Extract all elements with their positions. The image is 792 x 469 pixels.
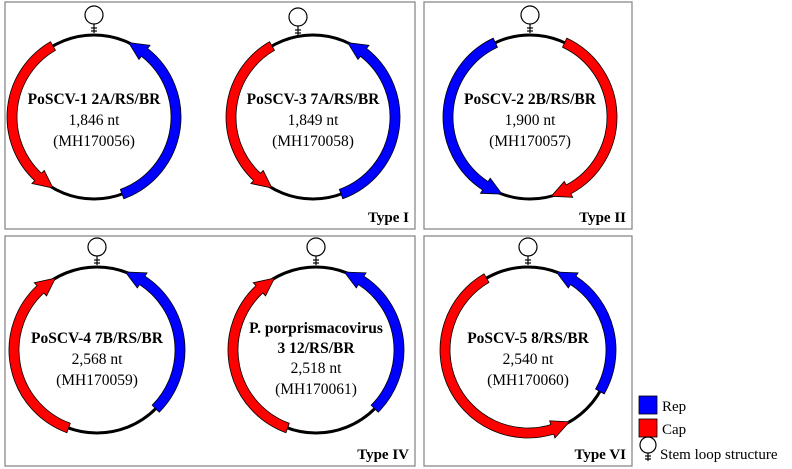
cap-orf-arrow — [6, 41, 57, 189]
rep-orf-arrow — [124, 271, 186, 413]
stem-loop-icon — [87, 237, 107, 265]
rep-orf-arrow — [555, 271, 617, 395]
type-label: Type VI — [574, 447, 626, 463]
genome-length: 1,900 nt — [505, 112, 557, 129]
type-label: Type I — [368, 210, 409, 226]
genome-name: PoSCV-4 7B/RS/BR — [31, 330, 164, 347]
genome-accession: (MH170059) — [56, 372, 138, 389]
stem-loop-icon — [306, 237, 326, 265]
cap-orf-arrow — [225, 41, 276, 189]
rep-orf-arrow — [343, 271, 405, 413]
panel-type-4 — [4, 235, 416, 467]
rep-orf-arrow — [442, 37, 503, 195]
genome-accession: (MH170057) — [489, 133, 571, 150]
genome-map: P. porprismacovirus 3 12/RS/BR 2,518 nt … — [227, 237, 405, 435]
genome-map: PoSCV-2 2B/RS/BR 1,900 nt (MH170057) — [442, 5, 618, 201]
stem-loop-icon — [518, 237, 538, 265]
genome-map: PoSCV-4 7B/RS/BR 2,568 nt (MH170059) — [8, 237, 186, 435]
panel-type-6 — [423, 235, 633, 467]
cap-orf-arrow — [550, 37, 618, 198]
genome-accession: (MH170060) — [487, 372, 569, 389]
genome-length: 2,568 nt — [72, 351, 124, 368]
legend: Rep Cap Stem loop structure — [638, 395, 778, 463]
legend-cap-label: Cap — [662, 422, 686, 438]
genome-name: PoSCV-5 8/RS/BR — [467, 330, 589, 347]
genome-length: 2,540 nt — [503, 351, 555, 368]
genome-name: PoSCV-1 2A/RS/BR — [28, 91, 162, 108]
legend-cap-swatch — [638, 418, 658, 438]
cap-orf-arrow — [227, 277, 290, 434]
genome-name: PoSCV-2 2B/RS/BR — [464, 91, 597, 108]
genome-length: 1,846 nt — [69, 112, 121, 129]
legend-rep-swatch — [638, 395, 658, 415]
cap-orf-arrow — [8, 277, 71, 434]
genome-accession: (MH170061) — [275, 381, 357, 398]
type-label: Type II — [579, 210, 626, 226]
genome-accession: (MH170056) — [53, 133, 135, 150]
legend-rep-label: Rep — [662, 399, 686, 415]
stem-loop-icon — [639, 436, 657, 461]
genome-map: PoSCV-3 7A/RS/BR 1,849 nt (MH170058) — [225, 7, 401, 201]
stem-loop-icon — [520, 5, 540, 33]
type-label: Type IV — [357, 447, 409, 463]
genome-name: PoSCV-3 7A/RS/BR — [247, 91, 381, 108]
genome-map: PoSCV-1 2A/RS/BR 1,846 nt (MH170056) — [6, 5, 182, 201]
rep-orf-arrow — [338, 42, 401, 200]
stem-loop-icon — [288, 7, 308, 35]
rep-orf-arrow — [119, 42, 182, 200]
genome-length: 1,849 nt — [288, 112, 340, 129]
panel-type-2 — [423, 1, 633, 230]
panel-type-1 — [4, 1, 416, 230]
genome-map: PoSCV-5 8/RS/BR 2,540 nt (MH170060) — [439, 237, 617, 439]
genome-accession: (MH170058) — [272, 133, 354, 150]
genome-length: 2,518 nt — [291, 360, 343, 377]
legend-stem-loop-label: Stem loop structure — [660, 447, 778, 463]
genome-name: P. porprismacovirus — [249, 320, 383, 337]
stem-loop-icon — [84, 5, 104, 33]
genome-name: 3 12/RS/BR — [277, 340, 355, 357]
cap-orf-arrow — [439, 273, 571, 439]
